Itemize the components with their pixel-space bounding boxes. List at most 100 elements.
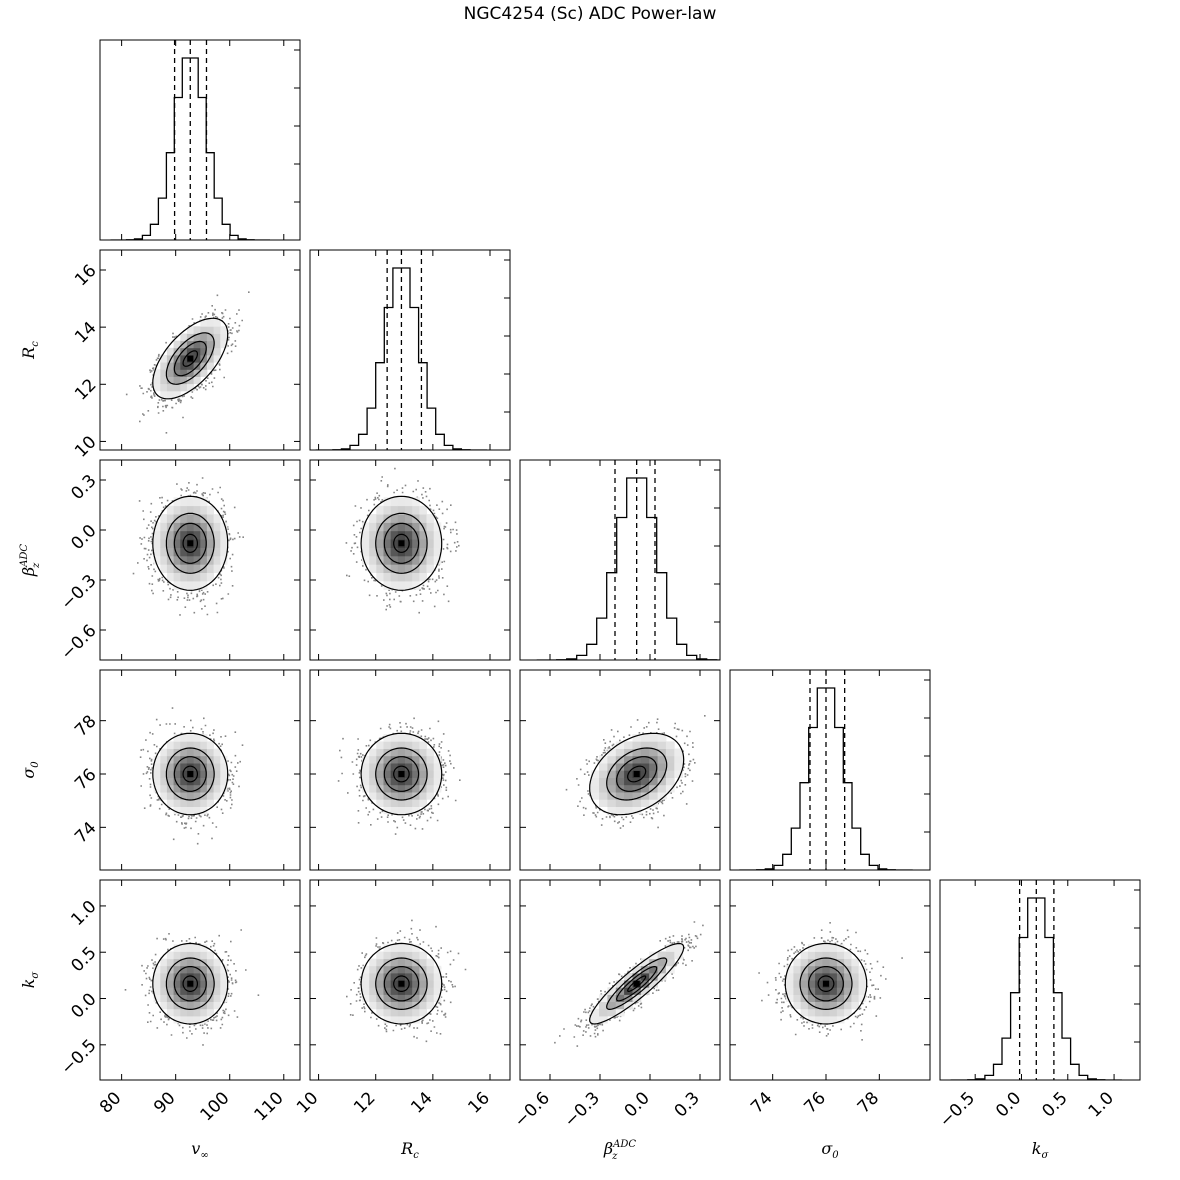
density-cell (412, 505, 420, 515)
density-cell (640, 965, 650, 974)
axis-label-sub: 0 (30, 761, 41, 768)
density-cell (632, 994, 642, 1002)
density-cell (390, 799, 399, 807)
density-cell (369, 514, 377, 523)
density-cell (412, 734, 420, 742)
density-cell (166, 347, 174, 356)
density-cell (173, 777, 181, 786)
density-cell (213, 755, 221, 764)
contour-line-2 (383, 522, 420, 564)
density-cell (186, 973, 194, 981)
density-cell (383, 980, 392, 988)
density-cell (822, 1001, 830, 1010)
panel-3-0: 74 76 78 (71, 669, 301, 871)
density-cell (180, 973, 188, 981)
density-cell (200, 505, 208, 515)
density-cell (166, 376, 174, 385)
density-cell (220, 326, 228, 334)
density-cell (412, 555, 420, 565)
density-cell (186, 581, 194, 590)
density-cell (615, 763, 625, 771)
density-cell (829, 944, 838, 952)
density-cell (674, 748, 684, 757)
density-cell (390, 734, 399, 742)
axis-label-sub: z (611, 1151, 618, 1162)
density-2-1 (345, 467, 460, 614)
density-cell (657, 784, 667, 793)
density-cell (412, 777, 420, 786)
density-cell (193, 741, 201, 749)
density-cell (180, 333, 188, 342)
density-cell (193, 355, 201, 363)
density-cell (829, 958, 838, 967)
density-cell (173, 806, 181, 815)
x-tick-label: 78 (854, 1088, 883, 1117)
density-cell (624, 799, 633, 807)
density-cell (369, 770, 377, 778)
density-cell (383, 572, 392, 582)
density-cell (383, 806, 392, 815)
density-cell (800, 1001, 809, 1010)
density-cell (193, 987, 201, 995)
density-cell (213, 547, 221, 557)
density-cell (173, 572, 181, 582)
density-cell (376, 799, 384, 807)
contour-line-0 (589, 732, 685, 816)
density-cell (657, 777, 667, 786)
density-cell (412, 944, 420, 952)
density-cell (815, 944, 823, 952)
density-cell (412, 763, 420, 771)
density-2-0 (132, 477, 244, 616)
density-cell (836, 944, 845, 952)
density-cell (180, 369, 188, 377)
density-cell (397, 748, 406, 757)
density-cell (200, 770, 208, 778)
density-cell (383, 951, 392, 960)
contour-line-1 (165, 332, 215, 385)
density-cell (213, 777, 221, 786)
density-cell (383, 1015, 392, 1024)
density-cell (193, 784, 201, 793)
density-cell (220, 777, 228, 786)
density-cell (383, 741, 392, 749)
density-cell (173, 944, 181, 952)
density-cell (665, 755, 675, 764)
density-cell (397, 784, 406, 793)
contour-line-1 (799, 957, 853, 1011)
density-cell (836, 1008, 845, 1017)
density-cell (383, 799, 392, 807)
density-cell (180, 555, 188, 565)
density-cell (426, 748, 435, 757)
x-tick-label: −0.6 (511, 1088, 554, 1131)
x-tick-label: 1.0 (1085, 1088, 1118, 1121)
density-cell (419, 748, 427, 757)
x-tick-label: 10 (293, 1088, 322, 1117)
density-cell (376, 980, 384, 988)
density-cell (193, 522, 201, 532)
density-cell (426, 987, 435, 995)
density-cell (807, 1008, 816, 1017)
density-cell (153, 755, 161, 764)
density-cell (390, 522, 399, 532)
density-cell (624, 806, 633, 815)
x-tick-label: −0.5 (936, 1088, 979, 1131)
density-cell (200, 741, 208, 749)
density-cell (173, 755, 181, 764)
density-cell (193, 965, 201, 974)
density-cell (173, 994, 181, 1002)
density-cell (405, 514, 413, 523)
density-cell (397, 505, 406, 515)
density-cell (186, 965, 194, 974)
density-cell (160, 539, 168, 548)
density-cell (419, 505, 427, 515)
density-cell (649, 965, 658, 974)
density-cell (213, 530, 221, 540)
density-3-0 (139, 707, 244, 845)
density-cell (657, 734, 667, 742)
density-cell (607, 784, 617, 793)
contour-line-3 (627, 975, 647, 992)
density-cell (206, 973, 214, 981)
density-4-2 (554, 921, 704, 1047)
contour-line-2 (173, 522, 207, 564)
density-cell (180, 530, 188, 540)
